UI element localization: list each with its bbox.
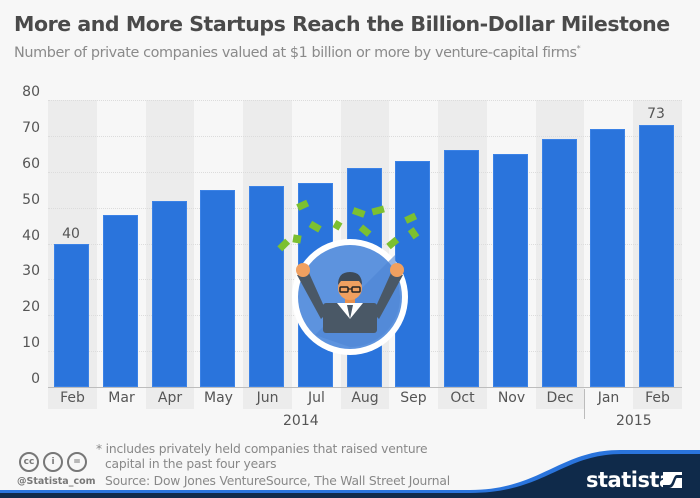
value-label-last: 73 bbox=[647, 106, 665, 122]
statista-handle[interactable]: @Statista_com bbox=[17, 476, 96, 487]
bar-oct-2014[interactable] bbox=[444, 150, 479, 387]
businessman-money-illustration bbox=[277, 199, 420, 355]
footer-wave bbox=[0, 450, 700, 498]
footnote-line-1: * includes privately held companies that… bbox=[96, 442, 428, 456]
statista-logo[interactable]: statista bbox=[586, 468, 673, 492]
nd-icon[interactable]: = bbox=[67, 452, 87, 472]
x-label: Oct bbox=[438, 389, 487, 409]
footnote-line-2: capital in the past four years bbox=[105, 456, 277, 471]
chart-title: More and More Startups Reach the Billion… bbox=[14, 12, 670, 36]
gridline-70 bbox=[48, 136, 682, 137]
x-label: Jan bbox=[597, 390, 620, 406]
bar-feb-2014[interactable] bbox=[54, 244, 89, 387]
bar-jun-2014[interactable] bbox=[249, 186, 284, 387]
y-tick: 10 bbox=[22, 335, 40, 351]
y-tick: 20 bbox=[22, 299, 40, 315]
y-tick: 50 bbox=[22, 192, 40, 208]
bar-chart: 80 70 60 50 40 30 20 10 0 40 73 Feb Mar … bbox=[22, 84, 682, 429]
x-label: Jun bbox=[243, 389, 292, 409]
y-tick: 80 bbox=[22, 84, 40, 100]
by-icon[interactable]: i bbox=[43, 452, 63, 472]
footnote: * includes privately held companies that… bbox=[96, 442, 428, 471]
x-label: Aug bbox=[341, 389, 389, 409]
subtitle-text: Number of private companies valued at $1… bbox=[14, 44, 577, 61]
year-label-2014: 2014 bbox=[283, 413, 319, 429]
x-axis-line bbox=[48, 387, 682, 388]
bar-jan-2015[interactable] bbox=[590, 129, 625, 387]
year-separator bbox=[584, 389, 585, 419]
statista-logo-icon bbox=[663, 472, 682, 488]
year-label-2015: 2015 bbox=[616, 413, 652, 429]
y-tick: 0 bbox=[31, 371, 40, 387]
y-tick: 60 bbox=[22, 156, 40, 172]
money-bills-icon bbox=[277, 199, 420, 260]
x-label: Jul bbox=[308, 390, 325, 406]
bar-dec-2014[interactable] bbox=[542, 139, 577, 387]
bar-nov-2014[interactable] bbox=[493, 154, 528, 387]
x-label: Dec bbox=[536, 389, 584, 409]
x-label: Sep bbox=[400, 390, 427, 406]
value-label-first: 40 bbox=[62, 226, 80, 242]
chart-subtitle: Number of private companies valued at $1… bbox=[14, 44, 581, 61]
x-label: May bbox=[204, 390, 233, 406]
bar-may-2014[interactable] bbox=[200, 190, 235, 387]
x-label: Mar bbox=[108, 390, 135, 406]
gridline-80 bbox=[48, 100, 682, 101]
cc-icon[interactable]: cc bbox=[19, 452, 39, 472]
bar-feb-2015[interactable] bbox=[639, 125, 674, 387]
source-text: Source: Dow Jones VentureSource, The Wal… bbox=[105, 474, 450, 488]
y-tick: 30 bbox=[22, 263, 40, 279]
subtitle-footnote-mark: * bbox=[576, 44, 581, 53]
bar-apr-2014[interactable] bbox=[152, 201, 187, 387]
x-label: Apr bbox=[146, 389, 194, 409]
bar-mar-2014[interactable] bbox=[103, 215, 138, 387]
x-label: Nov bbox=[497, 390, 526, 406]
y-tick: 40 bbox=[22, 228, 40, 244]
y-tick: 70 bbox=[22, 120, 40, 136]
x-label: Feb bbox=[48, 389, 97, 409]
x-label: Feb bbox=[633, 389, 682, 409]
businessman-icon bbox=[296, 263, 404, 333]
